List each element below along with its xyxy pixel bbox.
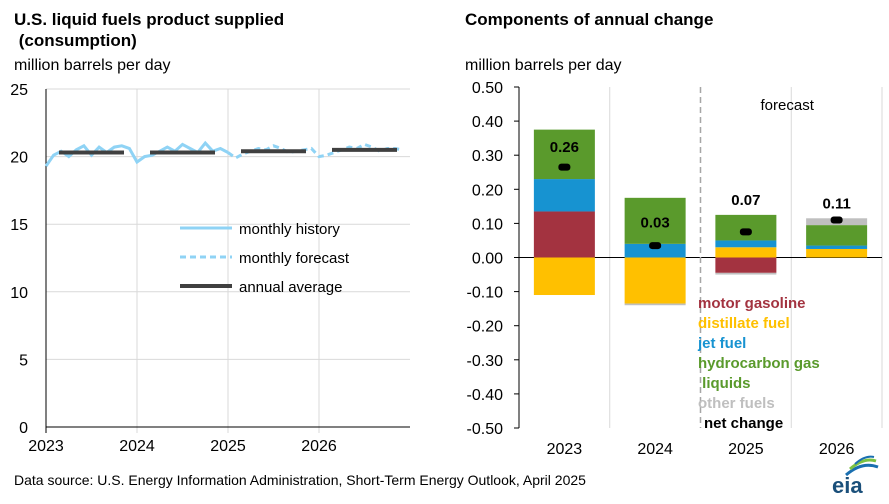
left-legend-label: monthly forecast bbox=[239, 250, 350, 267]
monthly-forecast-line bbox=[227, 142, 403, 160]
right-y-tick-label: -0.10 bbox=[467, 285, 504, 302]
left-y-tick-label: 20 bbox=[10, 150, 28, 167]
net-change-label-2023: 0.26 bbox=[550, 139, 579, 156]
right-x-tick-label: 2025 bbox=[728, 441, 764, 458]
bar-hydrocarbon-gas-liquids-2023 bbox=[533, 129, 595, 180]
bar-motor-gasoline-2023 bbox=[533, 211, 595, 258]
net-change-label-2024: 0.03 bbox=[641, 215, 670, 232]
right-y-tick-label: 0.50 bbox=[472, 80, 503, 97]
bar-distillate-fuel-2023 bbox=[533, 257, 595, 296]
components-legend-item: motor gasoline bbox=[698, 295, 806, 312]
data-source-note: Data source: U.S. Energy Information Adm… bbox=[14, 472, 586, 488]
bar-jet-fuel-2023 bbox=[533, 179, 595, 212]
net-change-marker-2024 bbox=[649, 242, 662, 250]
bar-chart: 0.50 0.40 0.30 0.20 0.10 0.00 -0.10 -0.20 -0.30 -… bbox=[467, 80, 883, 458]
net-change-marker-2025 bbox=[739, 228, 752, 236]
bar-distillate-fuel-2025 bbox=[715, 247, 777, 258]
components-legend: motor gasoline distillate fuel jet fuel hyd… bbox=[698, 294, 888, 434]
bar-other-fuels-2024 bbox=[624, 303, 686, 306]
left-x-tick-label: 2026 bbox=[301, 438, 337, 455]
components-legend-item: liquids bbox=[698, 375, 751, 392]
net-change-label-2026: 0.11 bbox=[822, 195, 850, 212]
left-chart-title: U.S. liquid fuels product supplied (cons… bbox=[14, 10, 285, 50]
left-x-tick-label: 2024 bbox=[119, 438, 155, 455]
components-legend-item: jet fuel bbox=[698, 335, 747, 352]
left-y-axis-label: million barrels per day bbox=[14, 57, 171, 74]
bar-hydrocarbon-gas-liquids-2025 bbox=[715, 214, 777, 241]
components-legend-item: net change bbox=[704, 415, 784, 432]
left-x-tick-label: 2023 bbox=[28, 438, 64, 455]
left-y-tick-label: 5 bbox=[19, 352, 28, 369]
right-y-tick-label: 0.10 bbox=[472, 216, 503, 233]
net-change-marker-2023 bbox=[558, 163, 571, 171]
bar-hydrocarbon-gas-liquids-2024 bbox=[624, 197, 686, 244]
components-legend-item: other fuels bbox=[698, 395, 775, 412]
right-y-tick-label: -0.40 bbox=[467, 387, 504, 404]
right-y-tick-label: 0.20 bbox=[472, 182, 503, 199]
left-y-tick-label: 25 bbox=[10, 82, 28, 99]
net-change-label-2025: 0.07 bbox=[731, 192, 760, 209]
bar-distillate-fuel-2024 bbox=[624, 257, 686, 304]
left-y-tick-label: 10 bbox=[10, 285, 28, 302]
right-y-axis-label: million barrels per day bbox=[465, 57, 622, 74]
left-legend-label: monthly history bbox=[239, 221, 340, 238]
right-y-tick-label: -0.30 bbox=[467, 353, 504, 370]
right-y-tick-label: -0.20 bbox=[467, 319, 504, 336]
bar-jet-fuel-2025 bbox=[715, 240, 777, 248]
components-legend-item: distillate fuel bbox=[698, 315, 790, 332]
bar-hydrocarbon-gas-liquids-2026 bbox=[806, 225, 868, 246]
bar-jet-fuel-2026 bbox=[806, 245, 868, 249]
right-x-tick-label: 2026 bbox=[819, 441, 855, 458]
bar-jet-fuel-2024 bbox=[624, 243, 686, 258]
right-y-tick-label: 0.30 bbox=[472, 148, 503, 165]
eia-logo: eia bbox=[826, 455, 882, 499]
right-x-tick-label: 2024 bbox=[637, 441, 673, 458]
bar-distillate-fuel-2026 bbox=[806, 248, 868, 258]
bar-other-fuels-2025 bbox=[715, 272, 777, 275]
right-y-tick-label: 0.00 bbox=[472, 251, 503, 268]
right-chart-title: Components of annual change bbox=[465, 10, 714, 29]
forecast-label: forecast bbox=[761, 97, 815, 114]
right-y-tick-label: 0.40 bbox=[472, 114, 503, 131]
eia-logo-text: eia bbox=[832, 473, 863, 498]
bar-motor-gasoline-2025 bbox=[715, 257, 777, 273]
left-legend-label: annual average bbox=[239, 279, 342, 296]
net-change-marker-2026 bbox=[830, 216, 843, 224]
left-y-tick-label: 0 bbox=[19, 420, 28, 437]
left-x-tick-label: 2025 bbox=[210, 438, 246, 455]
components-legend-item: hydrocarbon gas bbox=[698, 355, 820, 372]
right-x-tick-label: 2023 bbox=[547, 441, 583, 458]
right-y-tick-label: -0.50 bbox=[467, 421, 504, 438]
left-y-tick-label: 15 bbox=[10, 217, 28, 234]
